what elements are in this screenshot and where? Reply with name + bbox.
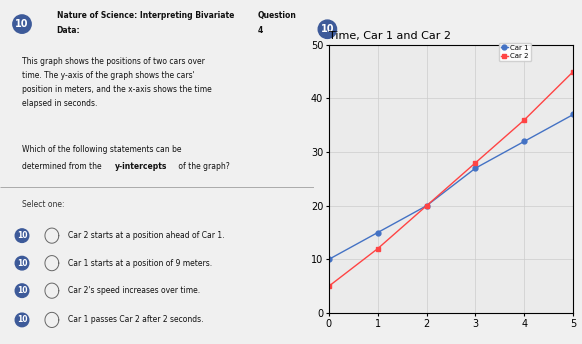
Car 1: [521, 139, 528, 143]
Text: 4: 4: [258, 26, 263, 35]
Text: Car 1 passes Car 2 after 2 seconds.: Car 1 passes Car 2 after 2 seconds.: [68, 315, 203, 324]
Car 2: [374, 247, 381, 251]
Car 2: [472, 161, 479, 165]
Text: Car 1 starts at a position of 9 meters.: Car 1 starts at a position of 9 meters.: [68, 259, 212, 268]
Text: of the graph?: of the graph?: [176, 162, 230, 171]
Text: 10: 10: [17, 231, 27, 240]
Car 1: [423, 204, 430, 208]
Text: Car 2's speed increases over time.: Car 2's speed increases over time.: [68, 286, 200, 295]
Car 1: [374, 230, 381, 235]
Text: Which of the following statements can be: Which of the following statements can be: [22, 145, 182, 154]
Car 2: [325, 284, 332, 288]
Text: y-intercepts: y-intercepts: [115, 162, 167, 171]
Text: Nature of Science: Interpreting Bivariate: Nature of Science: Interpreting Bivariat…: [56, 11, 234, 20]
Text: 10: 10: [17, 286, 27, 295]
Text: 10: 10: [321, 24, 334, 34]
Car 2: [521, 118, 528, 122]
Car 1: [570, 112, 577, 117]
Text: Select one:: Select one:: [22, 200, 65, 209]
Text: This graph shows the positions of two cars over
time. The y-axis of the graph sh: This graph shows the positions of two ca…: [22, 57, 212, 108]
Text: 10: 10: [17, 315, 27, 324]
Text: Car 2 starts at a position ahead of Car 1.: Car 2 starts at a position ahead of Car …: [68, 231, 224, 240]
Text: Time, Car 1 and Car 2: Time, Car 1 and Car 2: [329, 31, 451, 41]
Line: Car 2: Car 2: [327, 69, 576, 289]
Text: Question: Question: [258, 11, 297, 20]
Car 2: [570, 69, 577, 74]
Line: Car 1: Car 1: [327, 112, 576, 262]
Car 1: [325, 257, 332, 261]
Text: 10: 10: [17, 259, 27, 268]
Car 1: [472, 166, 479, 170]
Car 2: [423, 204, 430, 208]
Text: 10: 10: [15, 19, 29, 29]
Legend: Car 1, Car 2: Car 1, Car 2: [499, 43, 531, 61]
Text: Data:: Data:: [56, 26, 80, 35]
Text: determined from the: determined from the: [22, 162, 104, 171]
